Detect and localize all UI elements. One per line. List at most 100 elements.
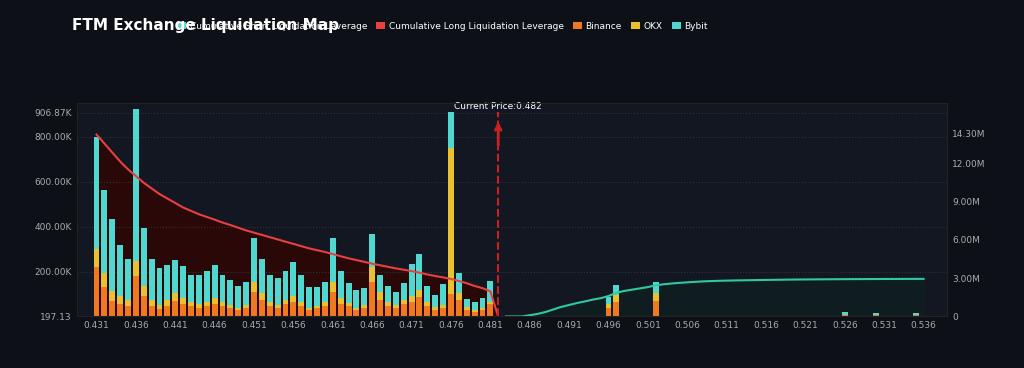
Bar bbox=[346, 307, 351, 316]
Bar bbox=[424, 307, 430, 316]
Bar bbox=[165, 265, 170, 300]
Bar bbox=[322, 307, 328, 316]
Bar bbox=[93, 137, 99, 249]
Bar bbox=[157, 309, 163, 316]
Bar bbox=[236, 308, 242, 310]
Bar bbox=[912, 313, 919, 315]
Bar bbox=[479, 308, 485, 310]
Bar bbox=[377, 292, 383, 300]
Bar bbox=[464, 307, 470, 310]
Bar bbox=[259, 293, 265, 300]
Bar bbox=[322, 282, 328, 302]
Bar bbox=[93, 249, 99, 267]
Bar bbox=[283, 304, 289, 316]
Bar bbox=[165, 300, 170, 307]
Bar bbox=[393, 308, 398, 316]
Bar bbox=[424, 302, 430, 307]
Bar bbox=[148, 258, 155, 300]
Bar bbox=[873, 315, 880, 316]
Bar bbox=[133, 276, 139, 316]
Bar bbox=[267, 275, 272, 302]
Bar bbox=[125, 258, 131, 300]
Bar bbox=[338, 298, 344, 304]
Bar bbox=[172, 301, 178, 316]
Bar bbox=[188, 302, 194, 307]
Bar bbox=[432, 295, 438, 307]
Bar bbox=[141, 228, 146, 286]
Bar bbox=[346, 303, 351, 307]
Bar bbox=[101, 287, 108, 316]
Bar bbox=[125, 300, 131, 307]
Bar bbox=[400, 283, 407, 300]
Bar bbox=[314, 306, 321, 308]
Bar bbox=[291, 262, 296, 296]
Bar bbox=[110, 291, 116, 301]
Bar bbox=[370, 282, 375, 316]
Bar bbox=[251, 292, 257, 316]
Bar bbox=[338, 271, 344, 298]
Bar bbox=[449, 113, 454, 148]
Bar bbox=[385, 302, 391, 307]
Bar bbox=[306, 310, 312, 316]
Bar bbox=[472, 311, 477, 312]
Bar bbox=[291, 296, 296, 302]
Bar bbox=[449, 148, 454, 294]
Bar bbox=[188, 307, 194, 316]
Bar bbox=[219, 275, 225, 302]
Bar bbox=[204, 271, 210, 302]
Bar bbox=[244, 282, 249, 305]
Bar bbox=[298, 302, 304, 307]
Bar bbox=[259, 300, 265, 316]
Bar bbox=[424, 286, 430, 302]
Bar bbox=[479, 310, 485, 316]
Text: FTM Exchange Liquidation Map: FTM Exchange Liquidation Map bbox=[72, 18, 339, 33]
Bar bbox=[613, 284, 620, 295]
Bar bbox=[133, 261, 139, 276]
Bar bbox=[338, 304, 344, 316]
Bar bbox=[274, 308, 281, 316]
Bar bbox=[417, 290, 422, 297]
Bar bbox=[479, 298, 485, 308]
Bar bbox=[298, 307, 304, 316]
Bar bbox=[456, 273, 462, 293]
Bar bbox=[314, 308, 321, 316]
Bar bbox=[101, 273, 108, 287]
Bar bbox=[314, 287, 321, 306]
Bar bbox=[432, 310, 438, 316]
Bar bbox=[487, 282, 494, 302]
Bar bbox=[464, 299, 470, 307]
Bar bbox=[377, 300, 383, 316]
Bar bbox=[204, 307, 210, 316]
Bar bbox=[110, 301, 116, 316]
Bar bbox=[157, 268, 163, 305]
Bar bbox=[236, 286, 242, 308]
Bar bbox=[244, 305, 249, 308]
Bar bbox=[267, 302, 272, 307]
Bar bbox=[283, 271, 289, 300]
Bar bbox=[605, 304, 611, 308]
Bar bbox=[361, 308, 368, 316]
Bar bbox=[353, 290, 359, 308]
Bar bbox=[652, 301, 658, 316]
Bar bbox=[487, 304, 494, 316]
Bar bbox=[370, 234, 375, 267]
Bar bbox=[605, 297, 611, 304]
Bar bbox=[148, 307, 155, 316]
Bar bbox=[330, 292, 336, 316]
Bar bbox=[227, 280, 233, 305]
Bar bbox=[353, 308, 359, 310]
Bar bbox=[298, 275, 304, 302]
Bar bbox=[385, 286, 391, 302]
Bar bbox=[613, 302, 620, 316]
Bar bbox=[409, 296, 415, 302]
Bar bbox=[196, 304, 202, 308]
Bar bbox=[400, 300, 407, 304]
Bar bbox=[172, 260, 178, 293]
Bar bbox=[400, 304, 407, 316]
Bar bbox=[204, 302, 210, 307]
Bar bbox=[117, 304, 123, 316]
Bar bbox=[464, 310, 470, 316]
Bar bbox=[196, 275, 202, 304]
Bar bbox=[912, 315, 919, 316]
Bar bbox=[370, 267, 375, 282]
